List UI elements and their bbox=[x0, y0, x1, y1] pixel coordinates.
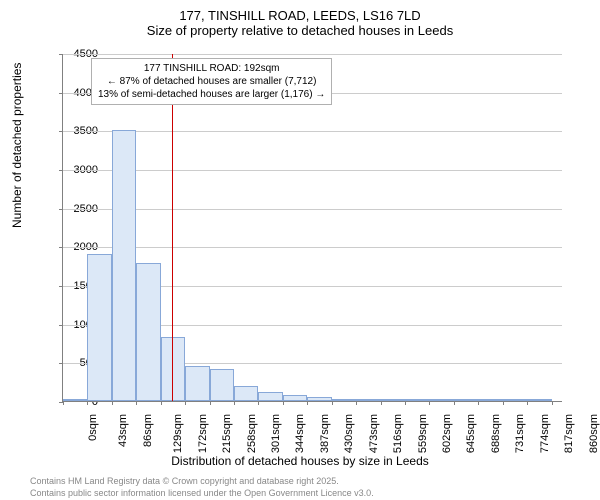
y-tick-mark bbox=[59, 325, 63, 326]
x-tick-label: 344sqm bbox=[295, 414, 307, 453]
grid-line bbox=[63, 209, 562, 210]
histogram-bar bbox=[356, 399, 380, 401]
x-tick-label: 86sqm bbox=[142, 414, 154, 447]
histogram-bar bbox=[258, 392, 282, 401]
chart-title-line1: 177, TINSHILL ROAD, LEEDS, LS16 7LD bbox=[0, 8, 600, 23]
x-tick-mark bbox=[161, 401, 162, 405]
x-tick-label: 645sqm bbox=[466, 414, 478, 453]
x-tick-mark bbox=[87, 401, 88, 405]
x-tick-label: 387sqm bbox=[319, 414, 331, 453]
x-tick-label: 774sqm bbox=[539, 414, 551, 453]
histogram-bar bbox=[63, 399, 87, 401]
histogram-bar bbox=[185, 366, 209, 401]
histogram-bar bbox=[454, 399, 478, 401]
histogram-bar bbox=[210, 369, 234, 401]
y-tick-mark bbox=[59, 131, 63, 132]
histogram-bar bbox=[234, 386, 258, 401]
y-tick-mark bbox=[59, 93, 63, 94]
x-axis-label: Distribution of detached houses by size … bbox=[0, 454, 600, 468]
x-tick-label: 0sqm bbox=[87, 414, 99, 441]
footer-line2: Contains public sector information licen… bbox=[30, 488, 374, 498]
x-tick-label: 473sqm bbox=[368, 414, 380, 453]
chart-title-line2: Size of property relative to detached ho… bbox=[0, 23, 600, 38]
annotation-line3: 13% of semi-detached houses are larger (… bbox=[98, 88, 325, 101]
x-tick-mark bbox=[185, 401, 186, 405]
annotation-line2: ← 87% of detached houses are smaller (7,… bbox=[98, 75, 325, 88]
x-tick-mark bbox=[307, 401, 308, 405]
x-tick-mark bbox=[429, 401, 430, 405]
histogram-bar bbox=[405, 399, 429, 401]
annotation-line1: 177 TINSHILL ROAD: 192sqm bbox=[98, 62, 325, 75]
x-tick-mark bbox=[332, 401, 333, 405]
x-tick-mark bbox=[454, 401, 455, 405]
grid-line bbox=[63, 131, 562, 132]
marker-line bbox=[172, 54, 173, 401]
grid-line bbox=[63, 247, 562, 248]
y-tick-mark bbox=[59, 54, 63, 55]
y-tick-mark bbox=[59, 209, 63, 210]
histogram-bar bbox=[478, 399, 502, 401]
histogram-bar bbox=[527, 399, 551, 401]
x-tick-mark bbox=[478, 401, 479, 405]
x-tick-label: 172sqm bbox=[197, 414, 209, 453]
y-axis-label: Number of detached properties bbox=[10, 63, 24, 228]
histogram-bar bbox=[87, 254, 111, 401]
y-tick-mark bbox=[59, 286, 63, 287]
x-tick-mark bbox=[381, 401, 382, 405]
y-tick-mark bbox=[59, 247, 63, 248]
x-tick-mark bbox=[356, 401, 357, 405]
x-tick-label: 129sqm bbox=[172, 414, 184, 453]
x-tick-mark bbox=[503, 401, 504, 405]
x-tick-label: 258sqm bbox=[246, 414, 258, 453]
histogram-bar bbox=[307, 397, 331, 401]
x-tick-label: 602sqm bbox=[441, 414, 453, 453]
x-tick-mark bbox=[527, 401, 528, 405]
grid-line bbox=[63, 170, 562, 171]
x-tick-label: 430sqm bbox=[343, 414, 355, 453]
x-tick-label: 43sqm bbox=[117, 414, 129, 447]
histogram-bar bbox=[429, 399, 453, 401]
histogram-bar bbox=[283, 395, 307, 401]
x-tick-label: 516sqm bbox=[392, 414, 404, 453]
x-tick-mark bbox=[234, 401, 235, 405]
x-tick-label: 559sqm bbox=[417, 414, 429, 453]
x-tick-label: 688sqm bbox=[490, 414, 502, 453]
histogram-bar bbox=[332, 399, 356, 401]
x-tick-mark bbox=[210, 401, 211, 405]
plot-area: 177 TINSHILL ROAD: 192sqm← 87% of detach… bbox=[62, 54, 562, 402]
histogram-bar bbox=[503, 399, 527, 401]
x-tick-mark bbox=[136, 401, 137, 405]
y-tick-mark bbox=[59, 363, 63, 364]
x-tick-label: 817sqm bbox=[563, 414, 575, 453]
x-tick-mark bbox=[283, 401, 284, 405]
chart-container: 177, TINSHILL ROAD, LEEDS, LS16 7LD Size… bbox=[0, 8, 600, 500]
x-tick-label: 860sqm bbox=[588, 414, 600, 453]
annotation-box: 177 TINSHILL ROAD: 192sqm← 87% of detach… bbox=[91, 58, 332, 105]
x-tick-mark bbox=[258, 401, 259, 405]
footer-line1: Contains HM Land Registry data © Crown c… bbox=[30, 476, 339, 486]
x-tick-label: 731sqm bbox=[514, 414, 526, 453]
x-tick-mark bbox=[63, 401, 64, 405]
x-tick-label: 301sqm bbox=[270, 414, 282, 453]
histogram-bar bbox=[136, 263, 160, 401]
histogram-bar bbox=[112, 130, 136, 401]
grid-line bbox=[63, 54, 562, 55]
x-tick-mark bbox=[405, 401, 406, 405]
histogram-bar bbox=[381, 399, 405, 401]
x-tick-mark bbox=[112, 401, 113, 405]
y-tick-mark bbox=[59, 170, 63, 171]
x-tick-label: 215sqm bbox=[221, 414, 233, 453]
x-tick-mark bbox=[552, 401, 553, 405]
